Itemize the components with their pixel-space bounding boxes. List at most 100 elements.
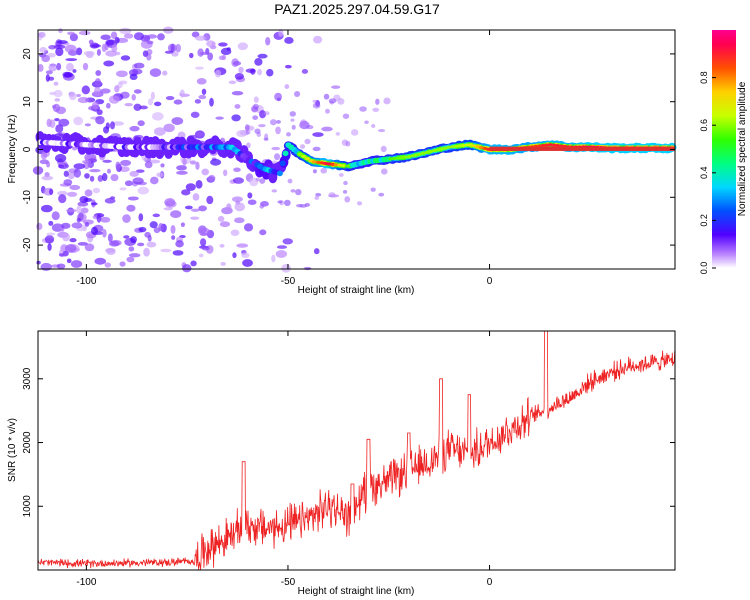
spectrogram-noise-blob [160, 248, 172, 253]
spectrogram-noise-blob [149, 68, 162, 77]
spectrogram-noise-blob [127, 196, 139, 201]
spectrogram-noise-blob [195, 35, 207, 41]
spectrogram-noise-blob [96, 48, 101, 56]
spectrogram-x-ticks: -100 -50 0 [76, 30, 493, 287]
spectrogram-noise-blob [53, 44, 66, 49]
colorbar-tick-label: 0.2 [699, 214, 709, 227]
spectrogram-noise-blob [58, 253, 65, 257]
spectrogram-noise-blob [82, 62, 89, 71]
spectrogram-noise-blob [247, 199, 257, 205]
spectrogram-noise-blob [247, 192, 253, 199]
spectrogram-noise-blob [342, 189, 348, 194]
spectrogram-noise-blob [40, 151, 48, 160]
spectrogram-noise-blob [312, 146, 321, 152]
spectrogram-noise-blob [48, 44, 57, 50]
spectrogram-noise-blob [312, 169, 317, 174]
spectrogram-noise-blob [195, 66, 204, 70]
spectrogram-noise-blob [170, 210, 182, 218]
spectrogram-noise-blob [110, 121, 115, 130]
spectrogram-noise-blob [130, 236, 137, 244]
spectrogram-noise-blob [56, 62, 62, 71]
spectrogram-noise-blob [215, 116, 224, 120]
spectrogram-noise-blob [196, 78, 207, 85]
spectrogram-noise-blob [321, 126, 333, 132]
spectrogram-noise-blob [107, 233, 113, 243]
spectrogram-noise-blob [254, 128, 261, 134]
spectrogram-noise-blob [81, 85, 91, 95]
spectrogram-noise-blob [276, 245, 288, 249]
spectrogram-noise-blob [210, 158, 222, 166]
spectrogram-noise-blob [38, 31, 46, 38]
snr-panel: -100 -50 0 1000 2000 3000 Height of straight… [7, 330, 676, 597]
spectrogram-track-core [297, 152, 303, 156]
spectrogram-track-mid [279, 160, 286, 167]
spectrogram-noise-blob [163, 123, 175, 133]
spectrogram-noise-blob [112, 121, 125, 126]
spectrogram-noise-blob [46, 232, 56, 236]
spectrogram-noise-blob [254, 57, 263, 66]
spectrogram-noise-blob [135, 169, 145, 173]
spectrogram-noise-blob [77, 201, 89, 207]
spectrogram-noise-blob [198, 205, 207, 212]
spectrogram-noise-blob [218, 55, 225, 60]
spectrogram-noise-blob [69, 33, 78, 42]
spectrogram-noise-blob [62, 250, 69, 257]
spectrogram-track [35, 131, 677, 184]
spectrogram-noise-blob [80, 207, 89, 214]
spectrogram-noise-blob [185, 183, 196, 191]
spectrogram-noise-blob [128, 253, 141, 258]
spectrogram-noise-blob [114, 85, 120, 93]
spectrogram-noise-blob [185, 205, 193, 210]
snr-x-ticks: -100 -50 0 [76, 331, 493, 588]
spectrogram-noise-blob [92, 187, 101, 194]
spectrogram-noise-blob [218, 42, 228, 47]
spectrogram-noise-blob [104, 197, 116, 204]
spectrogram-track-mid [282, 150, 289, 157]
x-tick-label: -50 [281, 577, 296, 588]
spectrogram-noise-blob [375, 98, 380, 105]
spectrogram-noise-blob [123, 235, 130, 239]
spectrogram-noise-blob [290, 118, 295, 122]
spectrogram-noise-blob [71, 222, 83, 229]
spectrogram-noise-blob [146, 241, 157, 248]
spectrogram-noise-blob [331, 85, 341, 89]
spectrogram-noise-blob [100, 88, 111, 94]
spectrogram-noise-blob [164, 50, 174, 54]
spectrogram-noise-blob [102, 159, 112, 163]
spectrogram-noise-blob [195, 161, 200, 170]
spectrogram-noise-blob [343, 180, 348, 186]
spectrogram-noise-blob [89, 169, 101, 173]
spectrogram-noise-blob [69, 184, 81, 191]
spectrogram-noise-blob [222, 169, 228, 177]
spectrogram-noise-blob [146, 40, 154, 45]
spectrogram-noise-blob [70, 260, 83, 268]
spectrogram-noise-blob [76, 217, 81, 223]
colorbar-label: Normalized spectral amplitude [737, 81, 748, 216]
spectrogram-noise-blob [206, 40, 215, 47]
spectrogram-noise-blob [47, 243, 52, 251]
spectrogram-noise-blob [67, 31, 75, 36]
x-tick-label: 0 [487, 577, 493, 588]
spectrogram-noise-blob [237, 42, 248, 51]
spectrogram-noise-blob [314, 196, 319, 200]
spectrogram-noise-blob [76, 93, 81, 97]
spectrogram-noise-blob [312, 35, 323, 44]
spectrogram-noise-blob [138, 213, 144, 222]
spectrogram-noise-blob [295, 189, 302, 196]
spectrogram-noise-blob [63, 179, 73, 186]
spectrogram-noise-blob [76, 205, 82, 214]
spectrogram-noise-blob [51, 211, 60, 221]
spectrogram-noise-blob [312, 132, 324, 137]
spectrogram-noise-blob [198, 227, 211, 236]
y-tick-label: 1000 [22, 495, 33, 518]
spectrogram-noise-blob [284, 37, 294, 44]
spectrogram-noise-blob [356, 201, 363, 206]
spectrogram-noise-blob [95, 70, 102, 76]
spectrogram-noise-blob [232, 252, 237, 259]
spectrogram-y-axis-label: Frequency (Hz) [7, 115, 18, 184]
spectrogram-noise-blob [65, 243, 77, 253]
spectrogram-noise-blob [101, 173, 108, 182]
spectrogram-noise-blob [58, 194, 67, 204]
spectrogram-noise-blob [300, 119, 307, 126]
spectrogram-noise-blob [114, 51, 121, 56]
